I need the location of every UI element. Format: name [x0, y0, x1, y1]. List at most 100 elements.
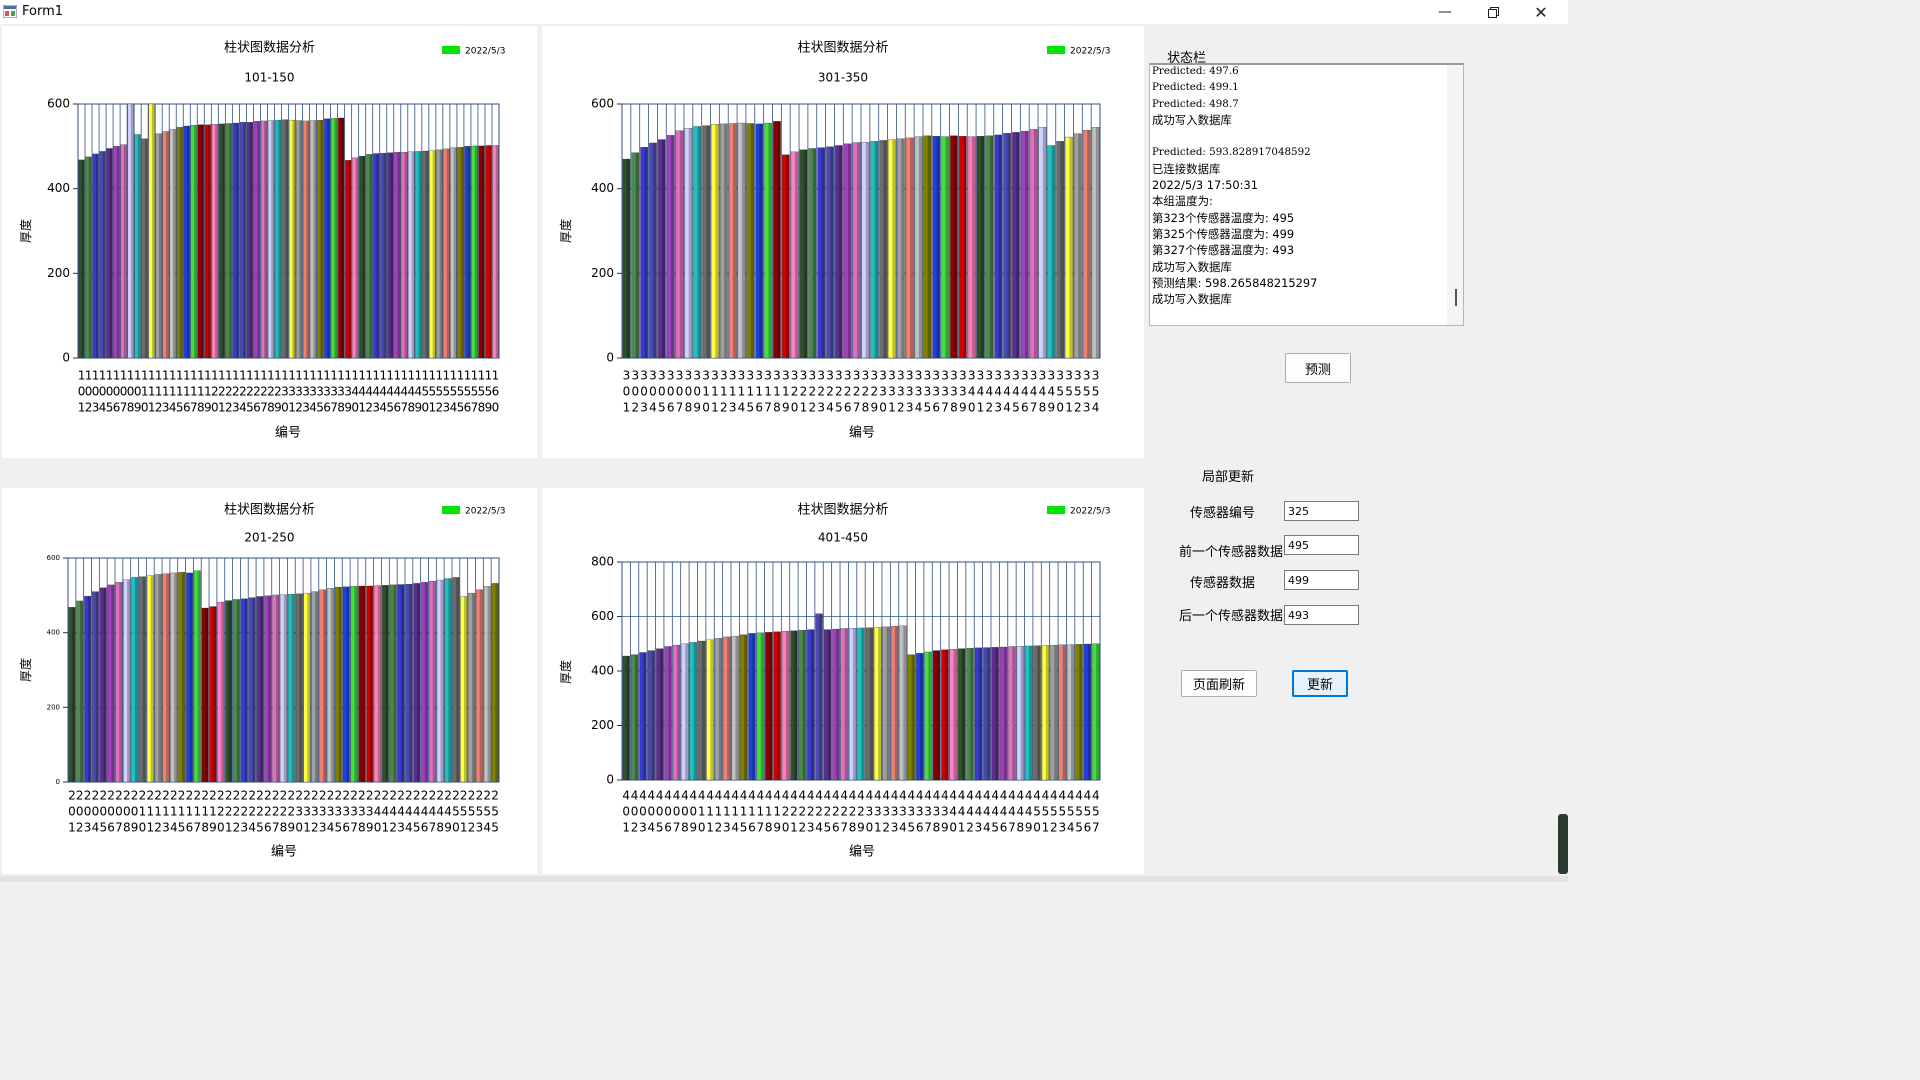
- svg-text:7: 7: [190, 401, 198, 415]
- x-tick-label: 2 1 7: [193, 789, 201, 835]
- x-tick-label: 3 3 5: [924, 369, 932, 415]
- predict-button[interactable]: 预测: [1285, 353, 1351, 383]
- close-button[interactable]: ✕: [1518, 0, 1564, 24]
- bar: [154, 574, 162, 783]
- bar: [874, 627, 882, 781]
- bar: [1091, 127, 1100, 359]
- svg-text:4: 4: [689, 789, 697, 803]
- svg-text:3: 3: [720, 369, 728, 383]
- svg-text:0: 0: [92, 385, 100, 399]
- svg-text:1: 1: [141, 369, 149, 383]
- svg-text:2: 2: [280, 789, 288, 803]
- prev-sensor-field[interactable]: 495: [1284, 535, 1359, 555]
- chart-svg: 柱状图数据分析201-2502022/5/3厚度编号02004006002012…: [18, 503, 505, 860]
- bar: [773, 121, 781, 359]
- status-line: Predicted: 498.7: [1152, 97, 1239, 110]
- x-tick-label: 1 3 2: [295, 369, 303, 415]
- x-tick-label: 4 0 8: [681, 789, 689, 835]
- svg-text:3: 3: [316, 385, 324, 399]
- bar: [193, 570, 201, 783]
- svg-text:7: 7: [115, 821, 123, 835]
- side-grip[interactable]: [1558, 814, 1568, 874]
- svg-text:1: 1: [386, 369, 394, 383]
- svg-text:1: 1: [492, 369, 500, 383]
- y-tick-label: 800: [591, 555, 614, 569]
- svg-text:1: 1: [169, 385, 177, 399]
- bar: [959, 136, 967, 359]
- x-tick-label: 2 2 1: [225, 789, 233, 835]
- svg-text:9: 9: [1025, 821, 1033, 835]
- status-log[interactable]: Predicted: 497.6 Predicted: 499.1 Predicte…: [1149, 63, 1464, 326]
- sensor-id-label: 传感器编号: [1190, 506, 1256, 521]
- bar: [823, 629, 832, 781]
- x-tick-label: 4 1 1: [706, 789, 714, 835]
- svg-text:2: 2: [882, 821, 890, 835]
- bar: [478, 145, 485, 359]
- svg-text:0: 0: [702, 401, 710, 415]
- svg-text:1: 1: [134, 369, 142, 383]
- svg-text:1: 1: [478, 369, 486, 383]
- bar: [1038, 127, 1047, 359]
- bar: [123, 579, 131, 783]
- svg-text:3: 3: [667, 369, 675, 383]
- x-tick-label: 3 1 5: [747, 369, 755, 415]
- svg-text:6: 6: [832, 821, 840, 835]
- bar: [295, 593, 303, 783]
- svg-text:0: 0: [107, 805, 115, 819]
- svg-text:4: 4: [773, 789, 781, 803]
- svg-text:4: 4: [1067, 789, 1075, 803]
- bar: [176, 127, 183, 359]
- svg-text:4: 4: [915, 401, 923, 415]
- x-tick-label: 4 3 8: [933, 789, 941, 835]
- bar: [310, 120, 317, 359]
- update-button[interactable]: 更新: [1292, 670, 1348, 697]
- restore-button[interactable]: [1470, 0, 1516, 24]
- svg-text:4: 4: [397, 805, 405, 819]
- status-line: 预测结果: 598.265848215297: [1152, 275, 1318, 290]
- svg-text:4: 4: [648, 821, 656, 835]
- status-scrollbar[interactable]: [1447, 65, 1463, 325]
- svg-text:9: 9: [444, 821, 452, 835]
- svg-text:4: 4: [857, 789, 865, 803]
- chart-subtitle: 401-450: [818, 531, 868, 545]
- x-tick-label: 1 5 7: [471, 369, 479, 415]
- svg-text:6: 6: [492, 385, 500, 399]
- bar: [422, 150, 429, 359]
- svg-text:9: 9: [1047, 401, 1055, 415]
- svg-text:5: 5: [413, 821, 421, 835]
- svg-text:7: 7: [840, 821, 848, 835]
- svg-text:1: 1: [977, 401, 985, 415]
- svg-text:6: 6: [342, 821, 350, 835]
- bar: [1025, 645, 1033, 781]
- bar: [728, 123, 737, 359]
- svg-text:4: 4: [664, 789, 672, 803]
- x-tick-label: 1 4 5: [386, 369, 394, 415]
- svg-text:1: 1: [148, 385, 156, 399]
- svg-text:8: 8: [685, 401, 693, 415]
- svg-text:2: 2: [233, 821, 241, 835]
- svg-text:4: 4: [1092, 789, 1100, 803]
- page-refresh-button[interactable]: 页面刷新: [1181, 670, 1257, 697]
- svg-text:1: 1: [323, 369, 331, 383]
- next-sensor-field[interactable]: 493: [1284, 605, 1359, 625]
- sensor-id-field[interactable]: 325: [1284, 501, 1359, 521]
- svg-text:1: 1: [225, 821, 233, 835]
- svg-text:4: 4: [949, 805, 957, 819]
- bar: [656, 648, 664, 781]
- x-tick-label: 4 1 3: [723, 789, 731, 835]
- x-tick-label: 3 1 2: [720, 369, 728, 415]
- svg-text:2: 2: [107, 789, 115, 803]
- svg-text:0: 0: [664, 805, 672, 819]
- svg-text:2: 2: [233, 805, 241, 819]
- svg-text:0: 0: [656, 805, 664, 819]
- scrollbar-thumb[interactable]: [1455, 289, 1457, 306]
- sensor-data-label: 传感器数据: [1190, 576, 1256, 591]
- svg-text:3: 3: [817, 401, 825, 415]
- x-tick-label: 4 4 4: [983, 789, 991, 835]
- svg-text:9: 9: [204, 401, 212, 415]
- svg-text:1: 1: [267, 369, 275, 383]
- svg-text:1: 1: [782, 385, 790, 399]
- sensor-data-field[interactable]: 499: [1284, 570, 1359, 590]
- svg-text:2: 2: [365, 401, 373, 415]
- minimize-button[interactable]: —: [1422, 0, 1468, 24]
